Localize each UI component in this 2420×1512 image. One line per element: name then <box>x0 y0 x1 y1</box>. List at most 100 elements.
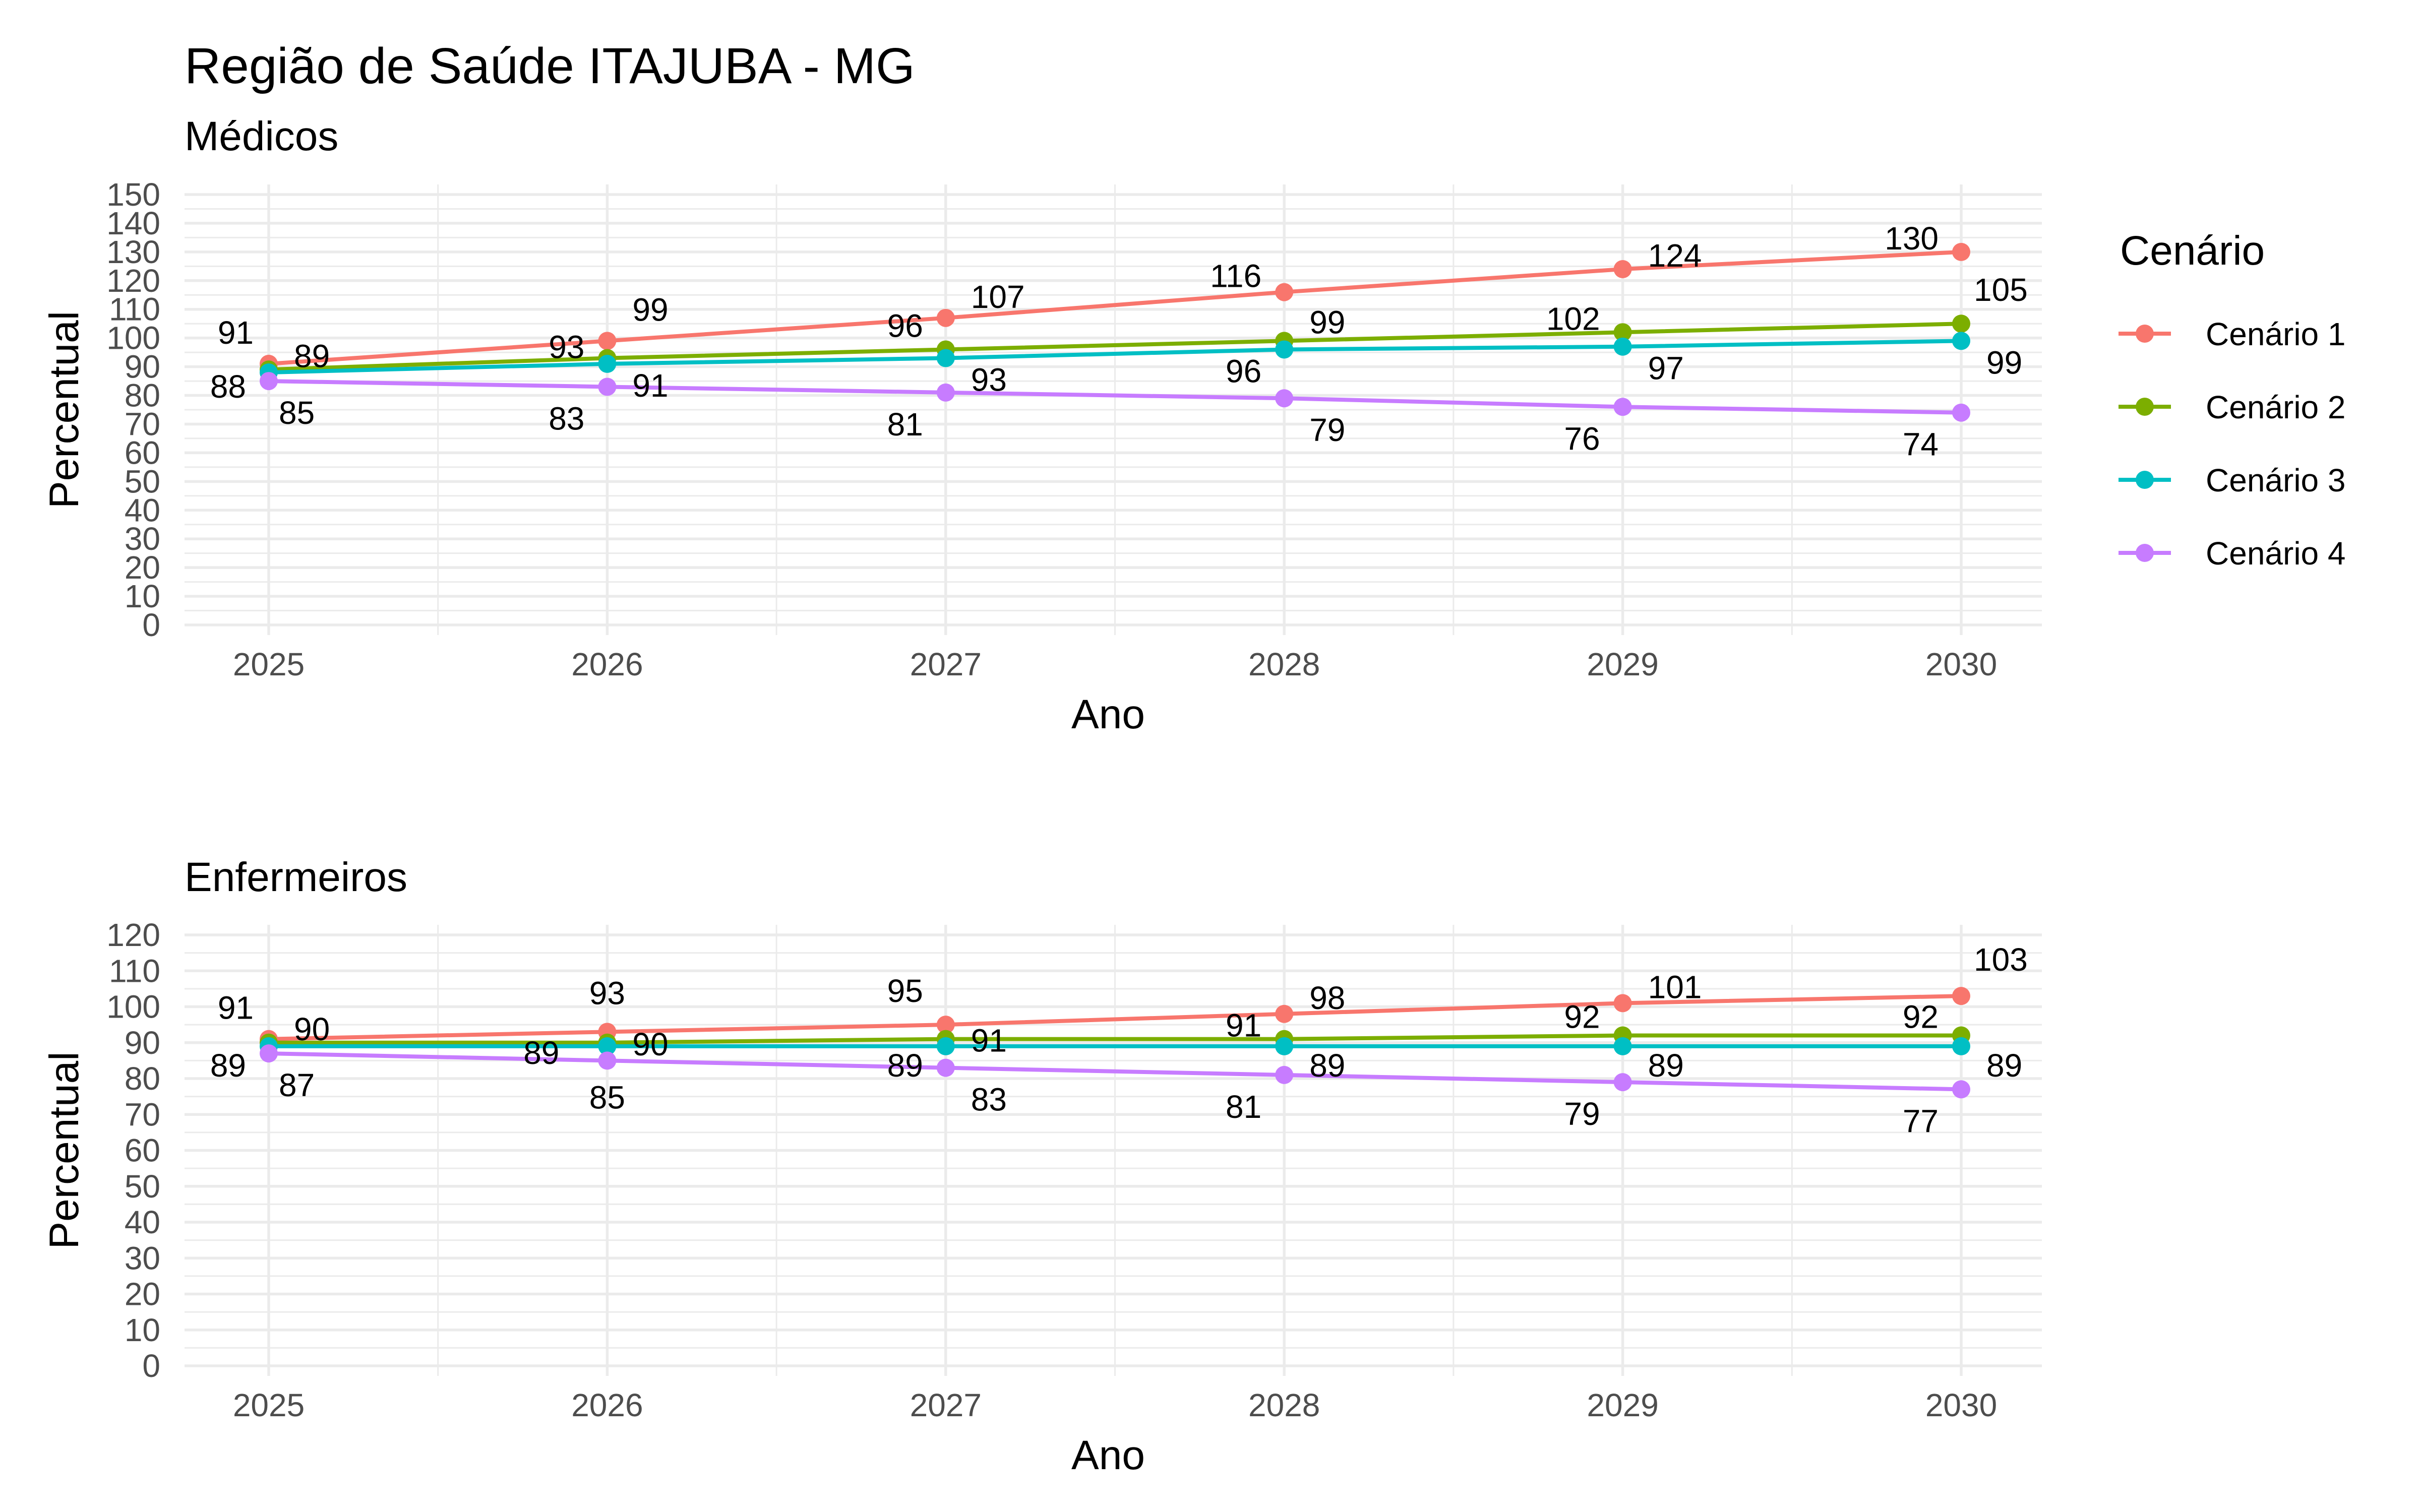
series-line <box>268 249 1962 366</box>
y-tick-label: 30 <box>125 1240 160 1276</box>
y-tick-label: 150 <box>106 176 160 213</box>
data-label: 87 <box>279 1067 315 1103</box>
y-tick-label: 120 <box>106 263 160 299</box>
series-line <box>268 1051 1962 1092</box>
data-labels-series-3: 89 89 89 89 89 89 <box>210 1035 2022 1084</box>
grid <box>185 184 2042 635</box>
legend-item: Cenário 2 <box>2119 389 2346 425</box>
data-label: 91 <box>971 1023 1007 1059</box>
data-point <box>598 377 617 396</box>
data-point <box>1275 1037 1294 1055</box>
data-label: 79 <box>1309 412 1345 448</box>
data-label: 93 <box>589 975 625 1011</box>
series-line <box>268 379 1962 415</box>
data-point <box>1275 283 1294 301</box>
data-label: 90 <box>632 1026 668 1062</box>
series-line <box>269 1033 1961 1045</box>
y-tick-label: 110 <box>109 291 160 328</box>
data-label: 88 <box>210 368 246 405</box>
legend-item: Cenário 1 <box>2119 316 2346 352</box>
series-3 <box>260 1037 1970 1055</box>
data-point <box>1613 398 1632 416</box>
y-tick-label: 100 <box>106 320 160 356</box>
data-labels-series-4: 87 85 83 81 79 77 <box>279 1067 1939 1139</box>
data-point <box>936 308 955 327</box>
data-point <box>1952 1080 1970 1099</box>
y-tick-label: 130 <box>106 234 160 270</box>
data-label: 83 <box>549 400 584 436</box>
y-tick-label: 90 <box>125 1025 160 1061</box>
series-line <box>268 339 1962 374</box>
data-point <box>260 372 278 391</box>
data-labels-series-4: 85 83 81 79 76 74 <box>279 395 1939 463</box>
x-tick-label: 2030 <box>1925 1387 1997 1423</box>
data-label: 91 <box>632 367 668 404</box>
data-label: 91 <box>218 314 254 351</box>
data-labels-series-1: 91 99 107 116 124 130 <box>218 220 1939 351</box>
legend-label: Cenário 1 <box>2206 316 2346 352</box>
y-tick-label: 90 <box>125 349 160 385</box>
data-label: 107 <box>971 279 1025 315</box>
y-tick-label: 0 <box>142 607 160 643</box>
data-point <box>1613 323 1632 342</box>
data-point <box>1952 987 1970 1005</box>
data-point <box>1613 994 1632 1013</box>
y-axis-title: Percentual <box>41 311 87 509</box>
legend-key-point <box>2136 325 2154 343</box>
data-label: 89 <box>294 338 330 374</box>
data-label: 77 <box>1903 1103 1939 1139</box>
series-1 <box>260 242 1970 373</box>
x-tick-label: 2029 <box>1587 646 1658 682</box>
series-1 <box>260 987 1970 1048</box>
legend-item: Cenário 4 <box>2119 535 2346 572</box>
y-tick-label: 140 <box>106 205 160 241</box>
data-label: 83 <box>971 1082 1007 1118</box>
y-tick-label: 110 <box>109 953 160 989</box>
legend-label: Cenário 3 <box>2206 462 2346 498</box>
data-label: 102 <box>1546 300 1600 337</box>
y-tick-label: 0 <box>142 1348 160 1384</box>
data-point <box>598 1037 617 1055</box>
data-label: 74 <box>1903 426 1939 463</box>
data-point <box>1275 1004 1294 1023</box>
data-labels-series-3: 88 91 93 96 97 99 <box>210 344 2022 405</box>
data-point <box>1613 260 1632 279</box>
data-label: 130 <box>1885 220 1939 257</box>
data-label: 93 <box>549 329 584 365</box>
y-tick-label: 20 <box>125 1276 160 1312</box>
legend-key-point <box>2136 471 2154 489</box>
data-label: 76 <box>1564 420 1600 457</box>
legend-key-point <box>2136 544 2154 562</box>
data-label: 96 <box>1226 353 1261 389</box>
data-label: 89 <box>1986 1047 2022 1084</box>
y-tick-label: 60 <box>125 1132 160 1169</box>
x-tick-label: 2027 <box>910 646 982 682</box>
x-tick-label: 2026 <box>571 646 643 682</box>
data-label: 96 <box>887 307 923 344</box>
y-tick-label: 120 <box>106 917 160 953</box>
data-point <box>1952 332 1970 350</box>
y-tick-label: 70 <box>125 406 160 442</box>
x-tick-label: 2025 <box>233 646 305 682</box>
data-label: 90 <box>294 1011 330 1047</box>
data-label: 89 <box>210 1047 246 1084</box>
data-labels-series-1: 91 93 95 98 101 103 <box>218 941 2028 1026</box>
data-label: 89 <box>1309 1047 1345 1084</box>
data-point <box>1952 1037 1970 1055</box>
data-point <box>260 1044 278 1063</box>
x-tick-label: 2028 <box>1248 1387 1320 1423</box>
data-point <box>1952 242 1970 261</box>
x-tick-label: 2030 <box>1925 646 1997 682</box>
data-point <box>936 1016 955 1034</box>
data-point <box>1613 1073 1632 1092</box>
data-point <box>598 1051 617 1070</box>
y-tick-label: 100 <box>106 989 160 1025</box>
data-point <box>1613 337 1632 356</box>
y-tick-label: 80 <box>125 1060 160 1097</box>
series-line <box>268 322 1962 372</box>
x-tick-label: 2028 <box>1248 646 1320 682</box>
y-axis-title: Percentual <box>41 1051 87 1249</box>
data-label: 85 <box>589 1079 625 1115</box>
data-point <box>1275 389 1294 408</box>
